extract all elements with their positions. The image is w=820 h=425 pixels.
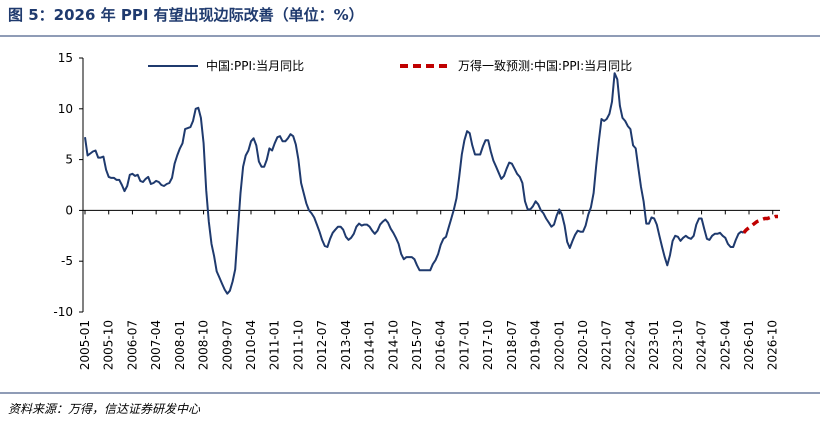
x-tick-label: 2011-10 <box>291 320 305 370</box>
x-tick-label: 2007-04 <box>149 320 163 370</box>
y-tick-label: 0 <box>65 203 73 217</box>
x-tick-label: 2014-01 <box>363 320 377 370</box>
x-tick-label: 2016-04 <box>434 320 448 370</box>
y-tick-label: -10 <box>53 305 73 319</box>
source-note: 资料来源：万得，信达证券研发中心 <box>8 402 201 416</box>
x-tick-label: 2005-10 <box>102 320 116 370</box>
x-tick-label: 2008-01 <box>173 320 187 370</box>
x-tick-label: 2017-10 <box>481 320 495 370</box>
x-tick-label: 2006-07 <box>125 320 139 370</box>
y-tick-label: 5 <box>65 153 73 167</box>
x-tick-label: 2020-10 <box>576 320 590 370</box>
x-tick-label: 2009-07 <box>220 320 234 370</box>
x-tick-label: 2025-04 <box>718 320 732 370</box>
x-tick-label: 2026-01 <box>742 320 756 370</box>
chart-title: 图 5：2026 年 PPI 有望出现边际改善（单位：%） <box>8 6 364 24</box>
y-tick-label: 15 <box>58 51 73 65</box>
x-tick-label: 2012-07 <box>315 320 329 370</box>
x-tick-label: 2013-04 <box>339 320 353 370</box>
legend-label: 万得一致预测:中国:PPI:当月同比 <box>458 58 632 73</box>
x-tick-label: 2011-01 <box>268 320 282 370</box>
x-tick-label: 2010-04 <box>244 320 258 370</box>
x-tick-label: 2026-10 <box>766 320 780 370</box>
x-tick-label: 2023-10 <box>671 320 685 370</box>
x-tick-label: 2015-07 <box>410 320 424 370</box>
x-tick-label: 2023-01 <box>647 320 661 370</box>
y-tick-label: 10 <box>58 102 73 116</box>
x-tick-label: 2005-01 <box>78 320 92 370</box>
x-tick-label: 2021-07 <box>600 320 614 370</box>
x-tick-label: 2020-01 <box>552 320 566 370</box>
x-tick-label: 2014-10 <box>386 320 400 370</box>
x-tick-label: 2022-04 <box>623 320 637 370</box>
data-line <box>84 72 745 295</box>
x-tick-label: 2019-04 <box>529 320 543 370</box>
data-line <box>742 214 778 234</box>
x-tick-label: 2017-01 <box>457 320 471 370</box>
y-tick-label: -5 <box>61 254 73 268</box>
legend-label: 中国:PPI:当月同比 <box>206 58 304 73</box>
x-tick-label: 2008-10 <box>197 320 211 370</box>
x-tick-label: 2018-07 <box>505 320 519 370</box>
x-tick-label: 2024-07 <box>695 320 709 370</box>
